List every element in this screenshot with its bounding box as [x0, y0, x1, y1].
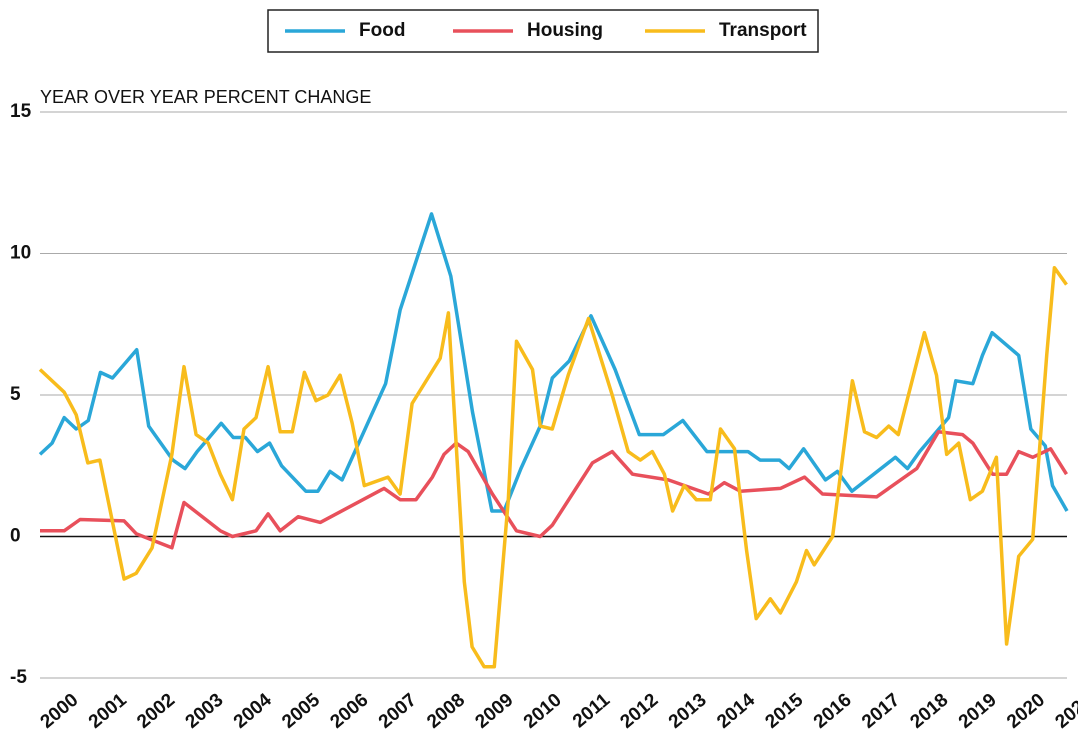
- legend-label: Transport: [719, 20, 807, 41]
- x-tick-label: 2009: [472, 690, 518, 733]
- x-tick-label: 2011: [569, 689, 614, 732]
- x-tick-label: 2020: [1003, 690, 1049, 733]
- y-axis-label: YEAR OVER YEAR PERCENT CHANGE: [40, 87, 371, 107]
- y-tick-label: 0: [10, 526, 21, 547]
- series-line: [38, 212, 1069, 513]
- series-line: [40, 430, 1068, 550]
- x-tick-label: 2008: [423, 690, 469, 733]
- x-tick-label: 2014: [713, 689, 759, 733]
- legend-box: [267, 9, 819, 53]
- y-tick-label: 5: [10, 384, 21, 405]
- x-tick-label: 2021: [1051, 689, 1078, 733]
- x-tick-label: 2012: [617, 690, 663, 733]
- x-tick-label: 2007: [375, 690, 421, 733]
- x-tick-label: 2016: [810, 690, 856, 733]
- x-tick-label: 2003: [182, 690, 228, 733]
- series-line: [38, 265, 1068, 669]
- x-tick-label: 2018: [906, 690, 952, 733]
- x-tick-label: 2001: [85, 689, 131, 733]
- x-tick-label: 2005: [278, 689, 324, 733]
- x-tick-label: 2017: [858, 690, 904, 733]
- legend-label: Food: [359, 20, 405, 41]
- x-tick-label: 2015: [761, 689, 807, 733]
- y-tick-label: -5: [10, 667, 27, 688]
- y-tick-label: 10: [10, 243, 31, 264]
- x-tick-label: 2010: [520, 690, 566, 733]
- x-tick-label: 2019: [955, 690, 1001, 733]
- x-tick-label: 2004: [230, 689, 276, 733]
- x-tick-label: 2013: [665, 690, 711, 733]
- x-tick-label: 2002: [133, 690, 179, 733]
- y-tick-label: 15: [10, 101, 32, 122]
- x-tick-label: 2000: [37, 690, 83, 733]
- legend-label: Housing: [527, 20, 603, 41]
- x-tick-label: 2006: [327, 690, 373, 733]
